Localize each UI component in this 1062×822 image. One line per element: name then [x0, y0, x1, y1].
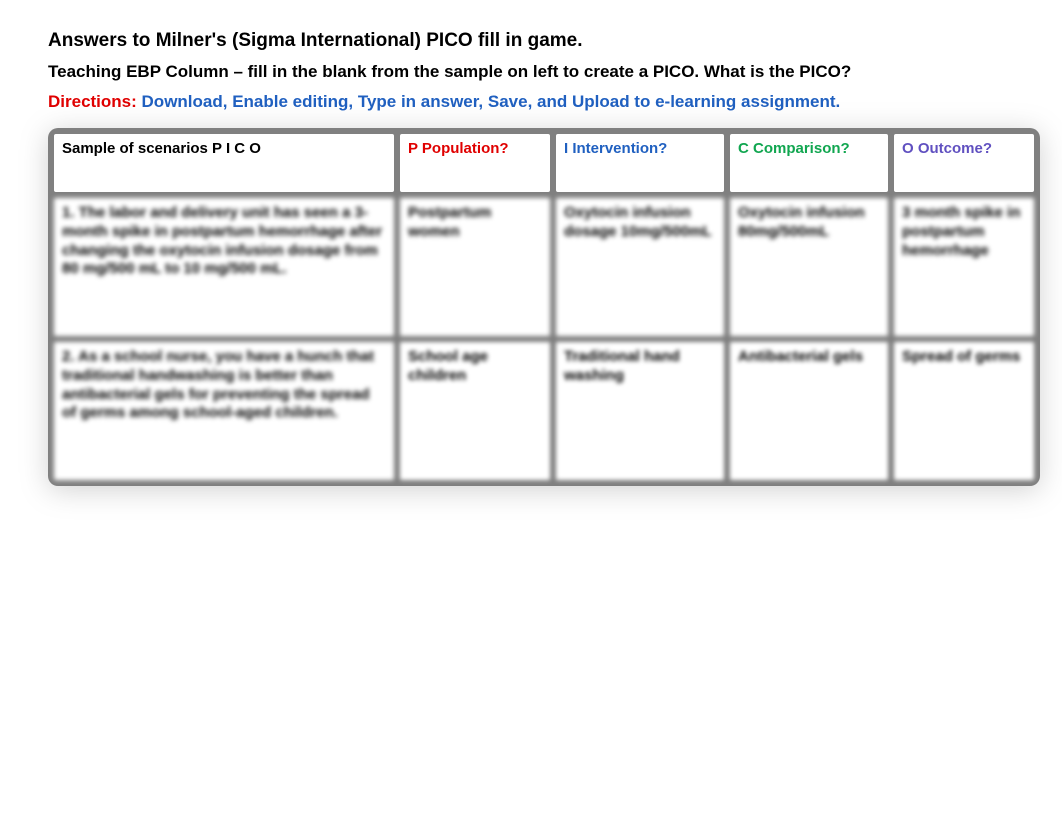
cell-scenario: 2. As a school nurse, you have a hunch t…: [54, 342, 394, 480]
table-row: 1. The labor and delivery unit has seen …: [54, 198, 1034, 336]
table-header-row: Sample of scenarios P I C O P Population…: [54, 134, 1034, 192]
directions-line: Directions: Download, Enable editing, Ty…: [48, 92, 1014, 112]
cell-i: Oxytocin infusion dosage 10mg/500mL: [556, 198, 724, 336]
col-header-p-letter: P: [408, 140, 418, 157]
cell-c: Antibacterial gels: [730, 342, 888, 480]
col-header-o-letter: O: [902, 140, 914, 157]
col-header-o: O Outcome?: [894, 134, 1034, 192]
cell-c: Oxytocin infusion 80mg/500mL: [730, 198, 888, 336]
page-title: Answers to Milner's (Sigma International…: [48, 30, 1014, 52]
cell-i: Traditional hand washing: [556, 342, 724, 480]
table-body: 1. The labor and delivery unit has seen …: [54, 198, 1034, 480]
directions-label: Directions:: [48, 92, 142, 111]
col-header-c-word: Comparison?: [749, 140, 850, 157]
cell-p: School age children: [400, 342, 550, 480]
pico-table-wrap: Sample of scenarios P I C O P Population…: [48, 128, 1014, 486]
cell-p: Postpartum women: [400, 198, 550, 336]
cell-scenario: 1. The labor and delivery unit has seen …: [54, 198, 394, 336]
cell-o: Spread of germs: [894, 342, 1034, 480]
col-header-c: C Comparison?: [730, 134, 888, 192]
col-header-scenario: Sample of scenarios P I C O: [54, 134, 394, 192]
page-subtitle: Teaching EBP Column – fill in the blank …: [48, 62, 1014, 82]
col-header-i: I Intervention?: [556, 134, 724, 192]
col-header-o-word: Outcome?: [914, 140, 992, 157]
directions-text: Download, Enable editing, Type in answer…: [142, 92, 841, 111]
table-row: 2. As a school nurse, you have a hunch t…: [54, 342, 1034, 480]
col-header-c-letter: C: [738, 140, 749, 157]
cell-o: 3 month spike in postpartum hemorrhage: [894, 198, 1034, 336]
pico-table: Sample of scenarios P I C O P Population…: [48, 128, 1040, 486]
col-header-i-word: Intervention?: [568, 140, 667, 157]
col-header-p: P Population?: [400, 134, 550, 192]
col-header-p-word: Population?: [418, 140, 509, 157]
